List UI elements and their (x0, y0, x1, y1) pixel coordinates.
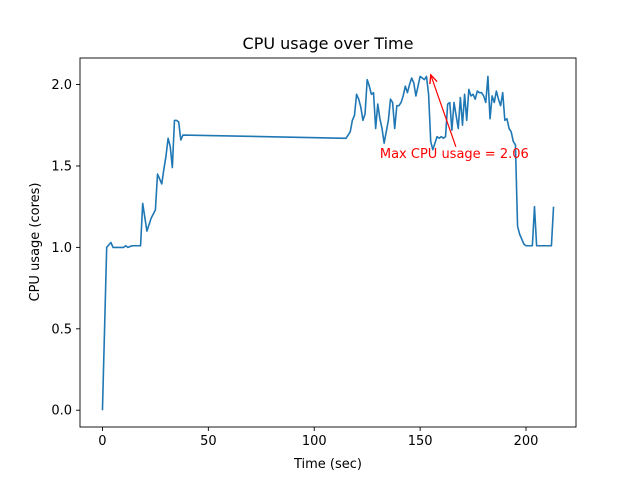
y-tick-label: 0.0 (51, 404, 72, 419)
y-tick-label: 0.5 (51, 322, 72, 337)
y-tick-label: 2.0 (51, 78, 72, 93)
y-axis-ticks: 0.0 0.5 1.0 1.5 2.0 (51, 78, 80, 419)
y-tick-label: 1.0 (51, 241, 72, 256)
x-tick-label: 100 (302, 434, 327, 449)
x-tick-label: 200 (514, 434, 539, 449)
x-tick-label: 50 (200, 434, 217, 449)
plot-area (101, 75, 555, 411)
y-axis-label: CPU usage (cores) (28, 183, 43, 302)
x-axis-label: Time (sec) (293, 457, 362, 472)
axes-frame (79, 57, 577, 428)
chart-title: CPU usage over Time (243, 34, 414, 53)
max-cpu-annotation-text: Max CPU usage = 2.06 (380, 147, 529, 162)
max-cpu-annotation: Max CPU usage = 2.06 (380, 75, 529, 162)
y-tick-label: 1.5 (51, 159, 72, 174)
max-cpu-arrow (431, 75, 457, 148)
x-tick-label: 0 (98, 434, 106, 449)
cpu-usage-series-line (101, 75, 555, 411)
x-tick-label: 150 (408, 434, 433, 449)
x-axis-ticks: 0 50 100 150 200 (98, 427, 538, 449)
